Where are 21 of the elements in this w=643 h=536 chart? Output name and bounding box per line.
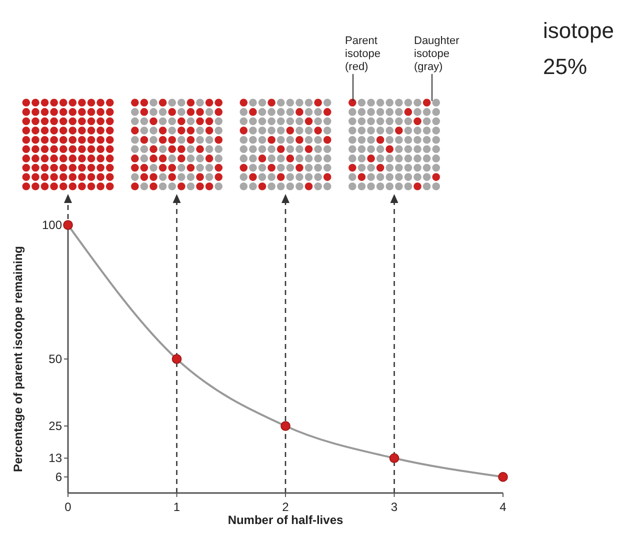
point xyxy=(389,453,400,464)
y-tick-label: 6 xyxy=(55,470,62,484)
point xyxy=(172,354,182,364)
point xyxy=(280,421,290,431)
x-axis-title: Number of half-lives xyxy=(228,513,344,527)
y-tick-label: 13 xyxy=(48,451,62,466)
y-tick-label: 50 xyxy=(48,352,62,366)
x-tick-label: 3 xyxy=(390,500,398,514)
text: Parent isotope (red) xyxy=(345,35,380,73)
point xyxy=(498,472,508,482)
text: Daughter isotope (gray) xyxy=(414,35,460,73)
x-tick-label: 2 xyxy=(282,500,290,514)
x-tick-label: 1 xyxy=(173,500,180,514)
x-tick-label: 4 xyxy=(500,500,507,514)
x-tick-label: 0 xyxy=(64,500,72,514)
point xyxy=(63,220,73,230)
text: 25% xyxy=(543,54,588,79)
y-tick-label: 100 xyxy=(42,218,62,232)
text: isotope xyxy=(543,18,614,43)
y-axis-title: Percentage of parent isotope remaining xyxy=(11,246,25,472)
y-tick-label: 25 xyxy=(48,419,62,433)
